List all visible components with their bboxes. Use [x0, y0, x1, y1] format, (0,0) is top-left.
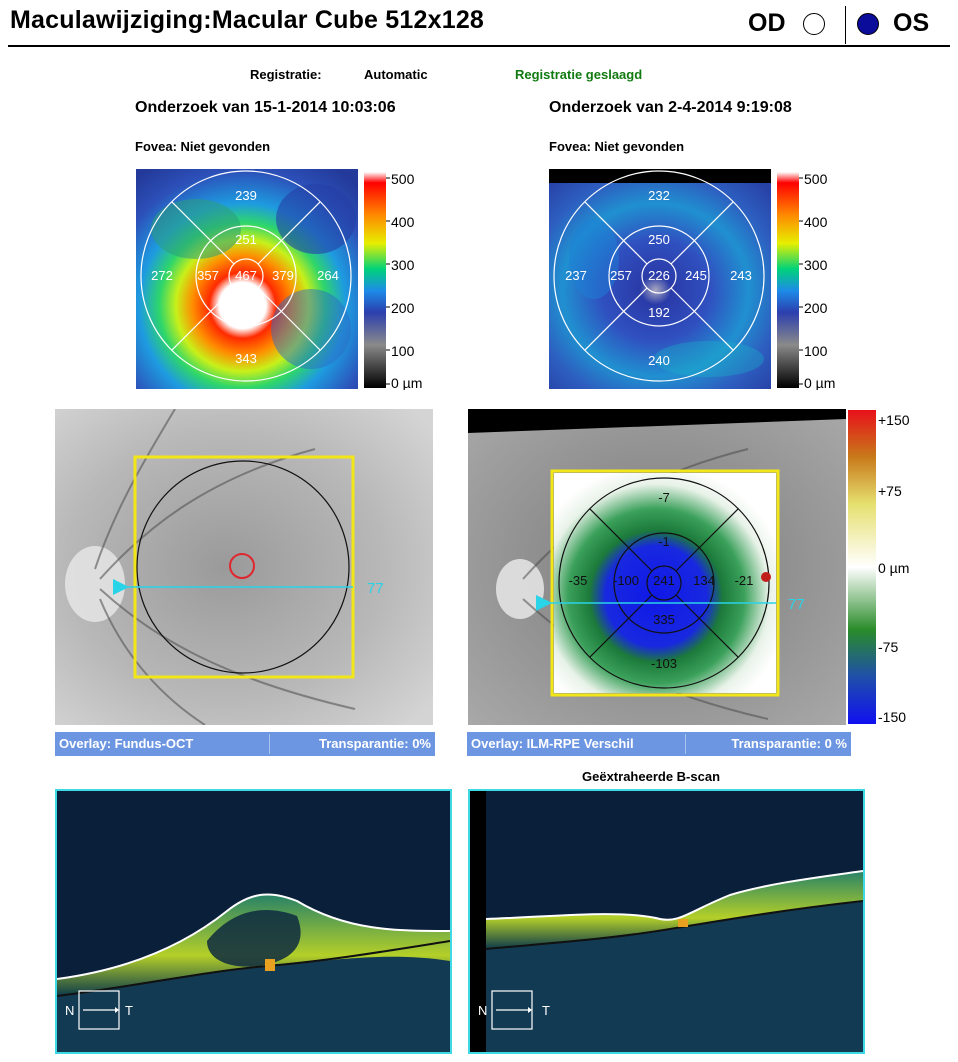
orientation-nasal: N	[65, 1003, 74, 1018]
sector-nasal-inner: 257	[610, 268, 632, 283]
sector-temporal-outer: 264	[317, 268, 339, 283]
registration-status: Registratie geslaagd	[515, 67, 643, 82]
scale-label-200: 200	[804, 300, 828, 316]
scale-label-0: 0 µm	[391, 375, 422, 390]
sector-superior-inner: 251	[235, 232, 257, 247]
difference-scale: +150 +75 0 µm -75 -150	[848, 410, 948, 726]
thickness-map-right[interactable]: 232 250 237 257 226 245 243 192 240	[549, 169, 771, 389]
sector-inferior-outer: 343	[235, 351, 257, 366]
overlay-bar-left[interactable]: Overlay: Fundus-OCT Transparantie: 0%	[55, 732, 435, 756]
orientation-nasal: N	[478, 1003, 487, 1018]
diff-scale-label-minus75: -75	[878, 639, 898, 655]
scale-label-400: 400	[804, 214, 828, 230]
exam-left-fovea: Fovea: Niet gevonden	[135, 139, 271, 154]
diff-sector-superior-inner: -1	[658, 534, 670, 549]
sector-inferior-inner: 192	[648, 305, 670, 320]
fovea-marker	[229, 553, 255, 579]
eye-od-label: OD	[748, 9, 786, 37]
sector-center: 226	[648, 268, 670, 283]
scan-line-number: 77	[788, 596, 805, 613]
sector-temporal-inner: 245	[685, 268, 707, 283]
eye-os-label: OS	[893, 9, 930, 37]
registration-value: Automatic	[364, 67, 428, 82]
scan-arrow-icon	[536, 595, 552, 611]
scale-label-100: 100	[391, 343, 415, 359]
overlay-divider	[269, 734, 270, 754]
cube-box	[133, 455, 355, 679]
overlay-divider	[685, 734, 686, 754]
eye-os-radio[interactable]	[857, 13, 879, 35]
diff-sector-temporal-inner: 134	[693, 573, 715, 588]
sector-center: 467	[235, 268, 257, 283]
sector-superior-inner: 250	[648, 232, 670, 247]
sector-nasal-inner: 357	[197, 268, 219, 283]
sector-temporal-inner: 379	[272, 268, 294, 283]
diff-sector-superior-outer: -7	[658, 490, 670, 505]
fundus-image-left[interactable]: 77	[55, 409, 433, 725]
eye-separator	[845, 6, 846, 44]
diff-sector-center: 241	[653, 573, 675, 588]
exam-left-title: Onderzoek van 15-1-2014 10:03:06	[135, 99, 396, 116]
scan-arrow-icon	[113, 579, 129, 595]
report-title: Maculawijziging:Macular Cube 512x128	[10, 6, 485, 34]
overlay-select-left[interactable]: Overlay: Fundus-OCT	[59, 736, 194, 751]
sector-nasal-outer: 237	[565, 268, 587, 283]
sector-inferior-outer: 240	[648, 353, 670, 368]
eye-od-radio[interactable]	[803, 13, 825, 35]
header-rule	[8, 45, 950, 47]
transparency-left[interactable]: Transparantie: 0%	[319, 736, 431, 751]
registration-label: Registratie:	[250, 67, 322, 82]
diff-scale-label-plus150: +150	[878, 412, 910, 428]
scale-label-500: 500	[391, 172, 415, 187]
scale-label-400: 400	[391, 214, 415, 230]
scale-label-300: 300	[391, 257, 415, 273]
cube-box	[550, 469, 780, 697]
diff-sector-nasal-outer: -35	[569, 573, 588, 588]
exam-right-fovea: Fovea: Niet gevonden	[549, 139, 685, 154]
diff-sector-inferior-outer: -103	[651, 656, 677, 671]
sector-superior-outer: 232	[648, 188, 670, 203]
diff-sector-nasal-inner: -100	[613, 573, 639, 588]
scale-label-300: 300	[804, 257, 828, 273]
fundus-image-right[interactable]: -7 -1 -35 -100 241 134 -21 335 -103 77	[468, 409, 846, 725]
sector-nasal-outer: 272	[151, 268, 173, 283]
scale-label-200: 200	[391, 300, 415, 316]
bscan-left[interactable]: N T	[55, 789, 452, 1054]
overlay-select-right[interactable]: Overlay: ILM-RPE Verschil	[471, 736, 634, 751]
scale-label-100: 100	[804, 343, 828, 359]
sector-superior-outer: 239	[235, 188, 257, 203]
diff-scale-label-zero: 0 µm	[878, 560, 909, 576]
overlay-bar-right[interactable]: Overlay: ILM-RPE Verschil Transparantie:…	[467, 732, 851, 756]
transparency-right[interactable]: Transparantie: 0 %	[731, 736, 847, 751]
orientation-temporal: T	[542, 1003, 550, 1018]
diff-scale-label-plus75: +75	[878, 483, 902, 499]
scan-line-number: 77	[367, 580, 384, 597]
thickness-scale-right: 500 400 300 200 100 0 µm	[777, 171, 857, 391]
bscan-title: Geëxtraheerde B-scan	[582, 769, 721, 784]
diff-sector-inferior-inner: 335	[653, 612, 675, 627]
exam-right-title: Onderzoek van 2-4-2014 9:19:08	[549, 99, 792, 116]
scale-label-0: 0 µm	[804, 375, 835, 390]
thickness-scale-left: 500 400 300 200 100 0 µm	[364, 171, 444, 391]
bscan-right[interactable]: N T	[468, 789, 865, 1054]
thickness-map-left[interactable]: 239 251 272 357 467 379 264 343	[136, 169, 358, 389]
sector-temporal-outer: 243	[730, 268, 752, 283]
scale-label-500: 500	[804, 172, 828, 187]
diff-scale-label-minus150: -150	[878, 709, 906, 725]
diff-sector-temporal-outer: -21	[735, 573, 754, 588]
orientation-temporal: T	[125, 1003, 133, 1018]
